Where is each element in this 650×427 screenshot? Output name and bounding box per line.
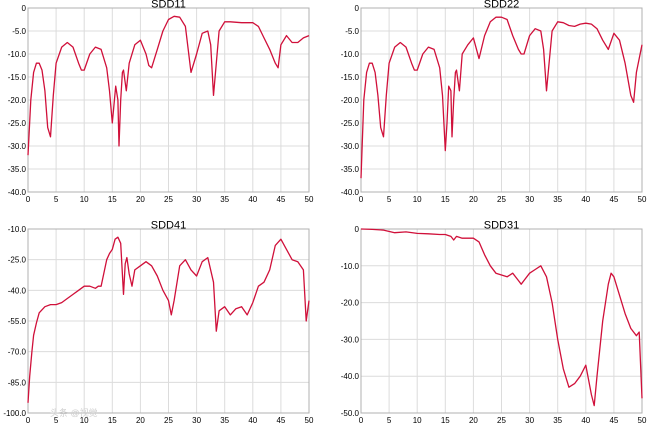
x-tick-label: 45	[276, 195, 285, 204]
x-tick-label: 20	[469, 195, 478, 204]
x-tick-label: 30	[192, 195, 201, 204]
x-tick-label: 5	[54, 416, 59, 425]
x-tick-label: 40	[248, 195, 257, 204]
y-tick-label: -30.0	[8, 142, 27, 151]
x-tick-label: 40	[581, 195, 590, 204]
x-tick-label: 5	[54, 195, 59, 204]
x-tick-label: 30	[525, 416, 534, 425]
y-tick-label: -25.0	[341, 119, 360, 128]
x-tick-label: 45	[609, 195, 618, 204]
chart-sdd11: SDD11 0 5 10 15 20 25 30 35 40 45 50 0 -5.0 -10.0 -15.0…	[8, 0, 314, 204]
y-tick-label: -50.0	[341, 409, 360, 418]
x-tick-label: 40	[581, 416, 590, 425]
chart-title: SDD41	[151, 220, 186, 232]
chart-sdd31: SDD31 0 5 10 15 20 25 30 35 40 45 50 0 -10.0 -20.0 -30.…	[341, 220, 647, 426]
y-tick-label: -10.0	[8, 50, 27, 59]
y-tick-label: -40.0	[341, 188, 360, 197]
x-tick-label: 0	[359, 416, 364, 425]
y-tick-label: -20.0	[341, 299, 360, 308]
x-tick-label: 20	[136, 195, 145, 204]
series-line-sdd11	[27, 15, 310, 156]
x-tick-label: 25	[164, 416, 173, 425]
x-tick-label: 0	[359, 195, 364, 204]
x-tick-label: 10	[80, 416, 89, 425]
y-tick-label: -30.0	[341, 335, 360, 344]
x-tick-label: 50	[638, 416, 647, 425]
plot-frame	[27, 7, 310, 193]
x-tick-label: 10	[80, 195, 89, 204]
x-tick-label: 45	[276, 416, 285, 425]
x-tick-label: 5	[387, 416, 392, 425]
chart-title: SDD11	[151, 0, 186, 11]
y-tick-label: -40.0	[8, 286, 27, 295]
x-tick-label: 50	[305, 416, 314, 425]
y-tick-label: 0	[22, 4, 27, 13]
x-tick-label: 35	[220, 195, 229, 204]
chart-sdd22: SDD22 0 5 10 15 20 25 30 35 40 45 50 0 -5.0 -10.0 -15.0…	[341, 0, 647, 204]
y-tick-label: -85.0	[8, 378, 27, 387]
x-tick-label: 25	[497, 416, 506, 425]
series-line-sdd22	[360, 16, 643, 179]
x-tick-label: 15	[441, 195, 450, 204]
x-tick-label: 50	[305, 195, 314, 204]
plot-frame	[360, 228, 643, 414]
y-tick-label: -70.0	[8, 348, 27, 357]
chart-sdd41: SDD41 0 5 10 15 20 25 30 35 40 45 50 -10.0 -25.0 -40.0…	[3, 220, 314, 426]
series-line-sdd31	[360, 228, 643, 407]
y-tick-label: -35.0	[8, 165, 27, 174]
y-tick-label: -20.0	[8, 96, 27, 105]
x-tick-label: 25	[164, 195, 173, 204]
y-tick-label: -5.0	[12, 27, 26, 36]
y-tick-label: -10.0	[341, 50, 360, 59]
y-tick-label: -25.0	[8, 119, 27, 128]
y-tick-label: -35.0	[341, 165, 360, 174]
x-tick-label: 15	[441, 416, 450, 425]
x-tick-label: 45	[609, 416, 618, 425]
x-tick-label: 0	[26, 195, 31, 204]
x-tick-label: 15	[108, 195, 117, 204]
x-tick-label: 0	[26, 416, 31, 425]
y-tick-label: -15.0	[8, 73, 27, 82]
x-tick-label: 35	[553, 195, 562, 204]
chart-title: SDD31	[484, 220, 519, 232]
y-tick-label: -10.0	[8, 225, 27, 234]
x-tick-label: 35	[220, 416, 229, 425]
y-tick-label: -15.0	[341, 73, 360, 82]
x-tick-label: 10	[413, 195, 422, 204]
x-tick-label: 20	[469, 416, 478, 425]
chart-title: SDD22	[484, 0, 519, 11]
x-tick-label: 35	[553, 416, 562, 425]
y-tick-label: -100.0	[3, 409, 26, 418]
y-tick-label: 0	[355, 4, 360, 13]
y-tick-label: -20.0	[341, 96, 360, 105]
y-tick-label: 0	[355, 225, 360, 234]
x-tick-label: 15	[108, 416, 117, 425]
y-tick-label: -10.0	[341, 262, 360, 271]
plot-frame	[27, 228, 310, 414]
plot-frame	[360, 7, 643, 193]
x-tick-label: 20	[136, 416, 145, 425]
x-tick-label: 50	[638, 195, 647, 204]
y-tick-label: -55.0	[8, 317, 27, 326]
watermark-text: 头条 @视觉	[50, 407, 98, 418]
y-tick-label: -40.0	[341, 372, 360, 381]
x-tick-label: 25	[497, 195, 506, 204]
y-tick-label: -25.0	[8, 256, 27, 265]
y-tick-label: -30.0	[341, 142, 360, 151]
y-tick-label: -5.0	[345, 27, 359, 36]
x-tick-label: 30	[192, 416, 201, 425]
y-tick-label: -40.0	[8, 188, 27, 197]
x-tick-label: 10	[413, 416, 422, 425]
series-line-sdd41	[27, 236, 310, 403]
x-tick-label: 5	[387, 195, 392, 204]
x-tick-label: 30	[525, 195, 534, 204]
x-tick-label: 40	[248, 416, 257, 425]
